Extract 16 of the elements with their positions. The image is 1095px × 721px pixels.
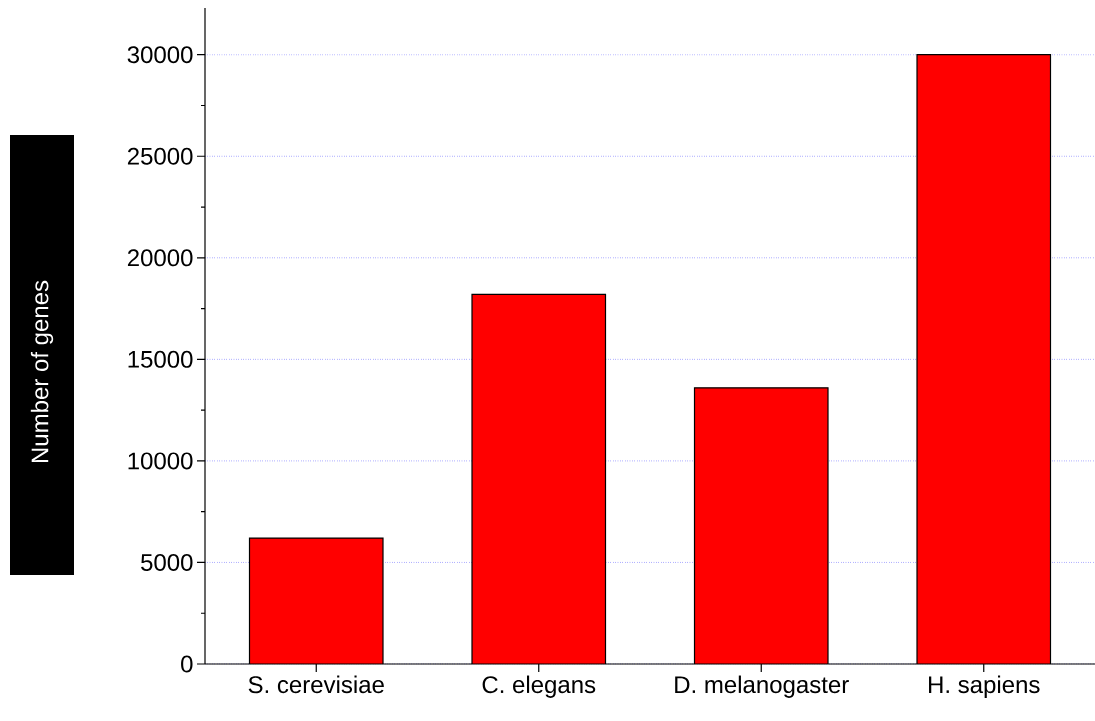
y-tick-label: 0 (181, 655, 193, 673)
x-tick-label: D. melanogaster (675, 675, 849, 698)
bar (916, 54, 1052, 664)
bar (472, 294, 606, 664)
y-tick-label: 30000 (127, 46, 193, 64)
y-tick-label: 10000 (128, 452, 193, 470)
y-tick-label: 15000 (128, 350, 193, 368)
y-tick-label: 20000 (127, 249, 193, 267)
x-tick-label: C. elegans (482, 675, 596, 698)
x-tick-label: H. sapiens (929, 675, 1040, 698)
bar (694, 387, 828, 664)
bar (249, 538, 383, 664)
y-tick-label: 5000 (141, 553, 193, 571)
y-tick-label: 25000 (127, 147, 193, 165)
x-tick-label: S. cerevisiae (248, 675, 384, 694)
y-axis-title: Number of genes (30, 280, 54, 463)
